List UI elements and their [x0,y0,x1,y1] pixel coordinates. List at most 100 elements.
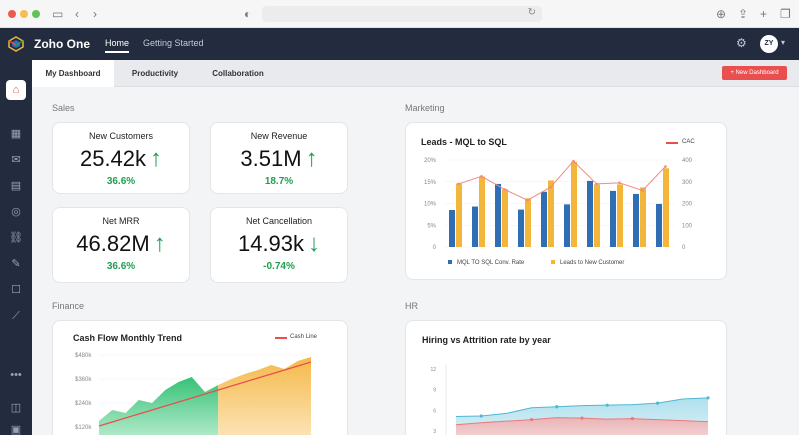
legend-swatch [275,337,287,339]
bar-mql-sql [472,206,478,247]
workflow-icon[interactable]: ⛓ [9,232,23,244]
gear-icon[interactable]: ⚙ [736,36,747,50]
bar-mql-sql [656,203,662,247]
more-icon[interactable]: ••• [10,369,22,381]
close-window-button[interactable] [8,10,16,18]
cashflow-chart-card[interactable]: Cash Flow Monthly Trend Cash Line $480k $… [52,320,348,435]
y-tick-label: 12 [430,367,436,373]
hiring-point [656,401,660,405]
hiring-point [555,405,559,409]
y-tick-label: 15% [424,180,437,186]
kpi-title: New Revenue [250,131,308,141]
legend-cac: CAC [682,139,695,145]
bar-leads-customer [502,189,508,247]
kpi-change: 36.6% [106,261,136,272]
cac-point [503,188,506,191]
tabs-icon[interactable]: ❐ [780,7,791,21]
sidebar-icon[interactable]: ▭ [52,7,64,21]
attrition-point [630,417,634,421]
bar-mql-sql [564,204,570,247]
cash-area-orange [218,357,311,435]
section-hr: HR [405,301,418,311]
chart-icon[interactable]: ⟋ [12,310,20,322]
bar-leads-customer [456,183,462,247]
kpi-change: 36.6% [106,176,136,187]
zoho-logo-icon[interactable] [8,36,24,52]
bar-mql-sql [449,210,455,247]
maximize-window-button[interactable] [32,10,40,18]
apps-icon[interactable]: ▦ [10,128,22,140]
legend-mql-sql: MQL TO SQL Conv. Rate [457,260,525,266]
kpi-card-new-customers[interactable]: New Customers 25.42k ↑ 36.6% [52,122,190,194]
tools-icon[interactable]: ✎ [11,258,21,270]
brand-name: Zoho One [34,37,90,51]
bar-leads-customer [525,198,531,247]
chevron-down-icon[interactable]: ▾ [781,38,786,47]
hr-chart-card[interactable]: Hiring vs Attrition rate by year 12 9 6 3 [405,320,727,435]
tab-my-dashboard[interactable]: My Dashboard [32,60,114,87]
attrition-area [456,417,708,435]
cac-point [457,182,460,186]
avatar[interactable]: ZY [760,35,778,53]
kpi-card-new-revenue[interactable]: New Revenue 3.51M ↑ 18.7% [210,122,348,194]
bar-mql-sql [495,183,501,247]
y-tick-label: $240k [75,401,92,407]
nav-home[interactable]: Home [105,38,130,53]
kpi-change: -0.74% [263,261,295,272]
tab-productivity[interactable]: Productivity [131,69,179,78]
collapse-icon[interactable]: ▣ [10,424,22,435]
bar-leads-customer [594,184,600,247]
y2-tick-label: 100 [682,223,693,229]
address-bar[interactable]: ↻ [262,6,542,22]
cac-point [641,189,644,192]
bar-mql-sql [541,191,547,247]
minimize-window-button[interactable] [20,10,28,18]
chevron-right-icon[interactable]: › [93,7,97,21]
bar-mql-sql [587,180,593,247]
y2-tick-label: 200 [682,202,693,208]
kpi-card-net-cancellation[interactable]: Net Cancellation 14.93k ↓ -0.74% [210,207,348,283]
cac-point [526,198,529,202]
analytics-icon[interactable]: ▤ [10,180,22,192]
arrow-down-icon: ↓ [308,230,321,257]
share-icon[interactable]: ⇪ [738,7,749,21]
inbox-icon[interactable]: ✉ [11,154,21,166]
hiring-point [706,396,710,400]
nav-getting-started[interactable]: Getting Started [143,38,204,48]
legend-leads-customer: Leads to New Customer [560,260,624,266]
leads-chart-card[interactable]: Leads - MQL to SQL CAC 20% 15% 10% 5% 0 400 30… [405,122,727,280]
new-dashboard-button[interactable]: + New Dashboard [722,66,787,80]
y-tick-label: 6 [433,408,436,414]
y-tick-label: $120k [75,425,92,431]
attrition-point [530,418,534,422]
kpi-value: 25.42k ↑ [79,145,163,172]
tab-collaboration[interactable]: Collaboration [212,69,264,78]
cac-point [595,182,598,186]
finance-icon[interactable]: ◎ [11,206,21,218]
attrition-point [580,416,584,420]
reload-icon[interactable]: ↻ [527,7,536,18]
arrow-up-icon: ↑ [150,145,163,172]
help-icon[interactable]: ◫ [10,402,22,414]
section-finance: Finance [52,301,85,311]
kpi-value: 3.51M ↑ [240,145,318,172]
y-tick-label: 0 [433,245,437,251]
bar-leads-customer [663,168,669,247]
home-icon[interactable]: ⌂ [6,80,26,100]
y2-tick-label: 400 [682,158,693,164]
y2-tick-label: 0 [682,245,686,251]
cac-point [618,181,621,185]
kpi-card-net-mrr[interactable]: Net MRR 46.82M ↑ 36.6% [52,207,190,283]
leads-chart: 20% 15% 10% 5% 0 400 300 200 100 0 MQL TO SQL Conv… [424,158,693,266]
kpi-title: New Customers [88,131,153,141]
bar-leads-customer [640,187,646,247]
download-icon[interactable]: ⊕ [716,7,727,21]
arrow-up-icon: ↑ [153,230,166,257]
chat-icon[interactable]: ☐ [11,284,21,296]
cash-area-green [99,377,219,435]
bar-mql-sql [610,190,616,247]
y-tick-label: 20% [424,158,437,164]
chevron-left-icon[interactable]: ‹ [75,7,79,21]
cashflow-chart: $480k $360k $240k $120k [75,353,312,435]
plus-icon[interactable]: + [760,7,768,21]
